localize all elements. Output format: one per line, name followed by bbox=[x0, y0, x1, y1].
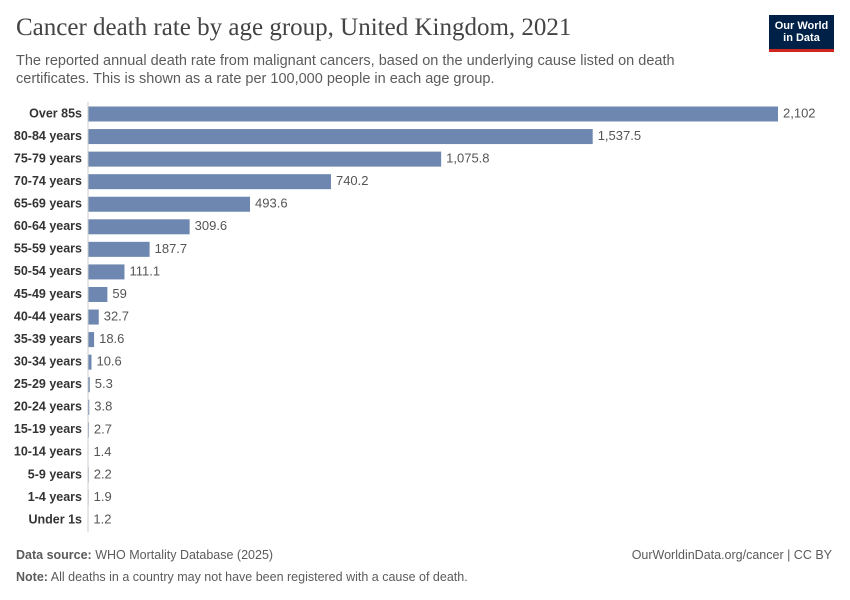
value-label: 18.6 bbox=[99, 331, 124, 346]
note: Note: All deaths in a country may not ha… bbox=[16, 570, 468, 584]
note-text: All deaths in a country may not have bee… bbox=[50, 570, 468, 584]
bar bbox=[88, 106, 778, 122]
y-tick-label: 25-29 years bbox=[14, 377, 82, 391]
value-label: 10.6 bbox=[96, 354, 121, 369]
y-tick-label: 30-34 years bbox=[14, 354, 82, 368]
y-tick-label: 55-59 years bbox=[14, 242, 82, 256]
source-label: Data source: bbox=[16, 548, 92, 562]
bar bbox=[88, 264, 125, 280]
y-tick-label: 75-79 years bbox=[14, 151, 82, 165]
y-tick-label: 70-74 years bbox=[14, 174, 82, 188]
value-label: 2.2 bbox=[94, 466, 112, 481]
y-tick-label: 35-39 years bbox=[14, 332, 82, 346]
y-tick-label: 5-9 years bbox=[28, 467, 82, 481]
note-label: Note: bbox=[16, 570, 48, 584]
y-tick-label: 45-49 years bbox=[14, 287, 82, 301]
y-tick-label: 20-24 years bbox=[14, 400, 82, 414]
bar bbox=[88, 219, 190, 235]
logo-line: Our World bbox=[774, 20, 829, 32]
y-tick-label: Over 85s bbox=[29, 106, 82, 120]
bar bbox=[88, 129, 593, 145]
bar bbox=[88, 399, 90, 415]
bar bbox=[88, 377, 90, 393]
value-label: 1.9 bbox=[94, 489, 112, 504]
bar bbox=[88, 174, 331, 190]
value-label: 740.2 bbox=[336, 173, 369, 188]
y-tick-label: 15-19 years bbox=[14, 422, 82, 436]
value-label: 3.8 bbox=[94, 399, 112, 414]
bar bbox=[88, 354, 92, 370]
value-label: 2.7 bbox=[94, 421, 112, 436]
source-text[interactable]: WHO Mortality Database (2025) bbox=[95, 548, 274, 562]
logo-line: in Data bbox=[783, 32, 820, 44]
logo[interactable]: Our World in Data bbox=[769, 15, 834, 52]
chart-subtitle: The reported annual death rate from mali… bbox=[16, 53, 675, 87]
value-label: 1.2 bbox=[93, 512, 111, 527]
y-tick-label: 80-84 years bbox=[14, 129, 82, 143]
bar bbox=[88, 332, 95, 348]
y-tick-label: 1-4 years bbox=[28, 490, 82, 504]
value-label: 1,075.8 bbox=[446, 151, 489, 166]
bar bbox=[88, 196, 251, 212]
value-label: 1.4 bbox=[93, 444, 111, 459]
y-tick-label: 65-69 years bbox=[14, 197, 82, 211]
source: Data source: WHO Mortality Database (202… bbox=[16, 548, 273, 562]
y-tick-label: 50-54 years bbox=[14, 264, 82, 278]
bar bbox=[88, 309, 99, 325]
y-tick-label: 10-14 years bbox=[14, 445, 82, 459]
value-label: 59 bbox=[112, 286, 126, 301]
value-label: 111.1 bbox=[129, 263, 160, 278]
value-label: 1,537.5 bbox=[598, 128, 641, 143]
value-label: 187.7 bbox=[155, 241, 188, 256]
bar bbox=[88, 151, 442, 167]
value-label: 493.6 bbox=[255, 196, 288, 211]
bar bbox=[88, 286, 108, 302]
value-label: 309.6 bbox=[195, 218, 228, 233]
value-label: 2,102 bbox=[783, 105, 816, 120]
value-label: 32.7 bbox=[104, 308, 129, 323]
y-tick-label: 60-64 years bbox=[14, 219, 82, 233]
chart-title: Cancer death rate by age group, United K… bbox=[16, 14, 572, 41]
credit[interactable]: OurWorldinData.org/cancer | CC BY bbox=[631, 548, 832, 562]
y-tick-label: 40-44 years bbox=[14, 309, 82, 323]
bar bbox=[88, 241, 150, 257]
value-label: 5.3 bbox=[95, 376, 113, 391]
y-tick-label: Under 1s bbox=[29, 512, 83, 526]
